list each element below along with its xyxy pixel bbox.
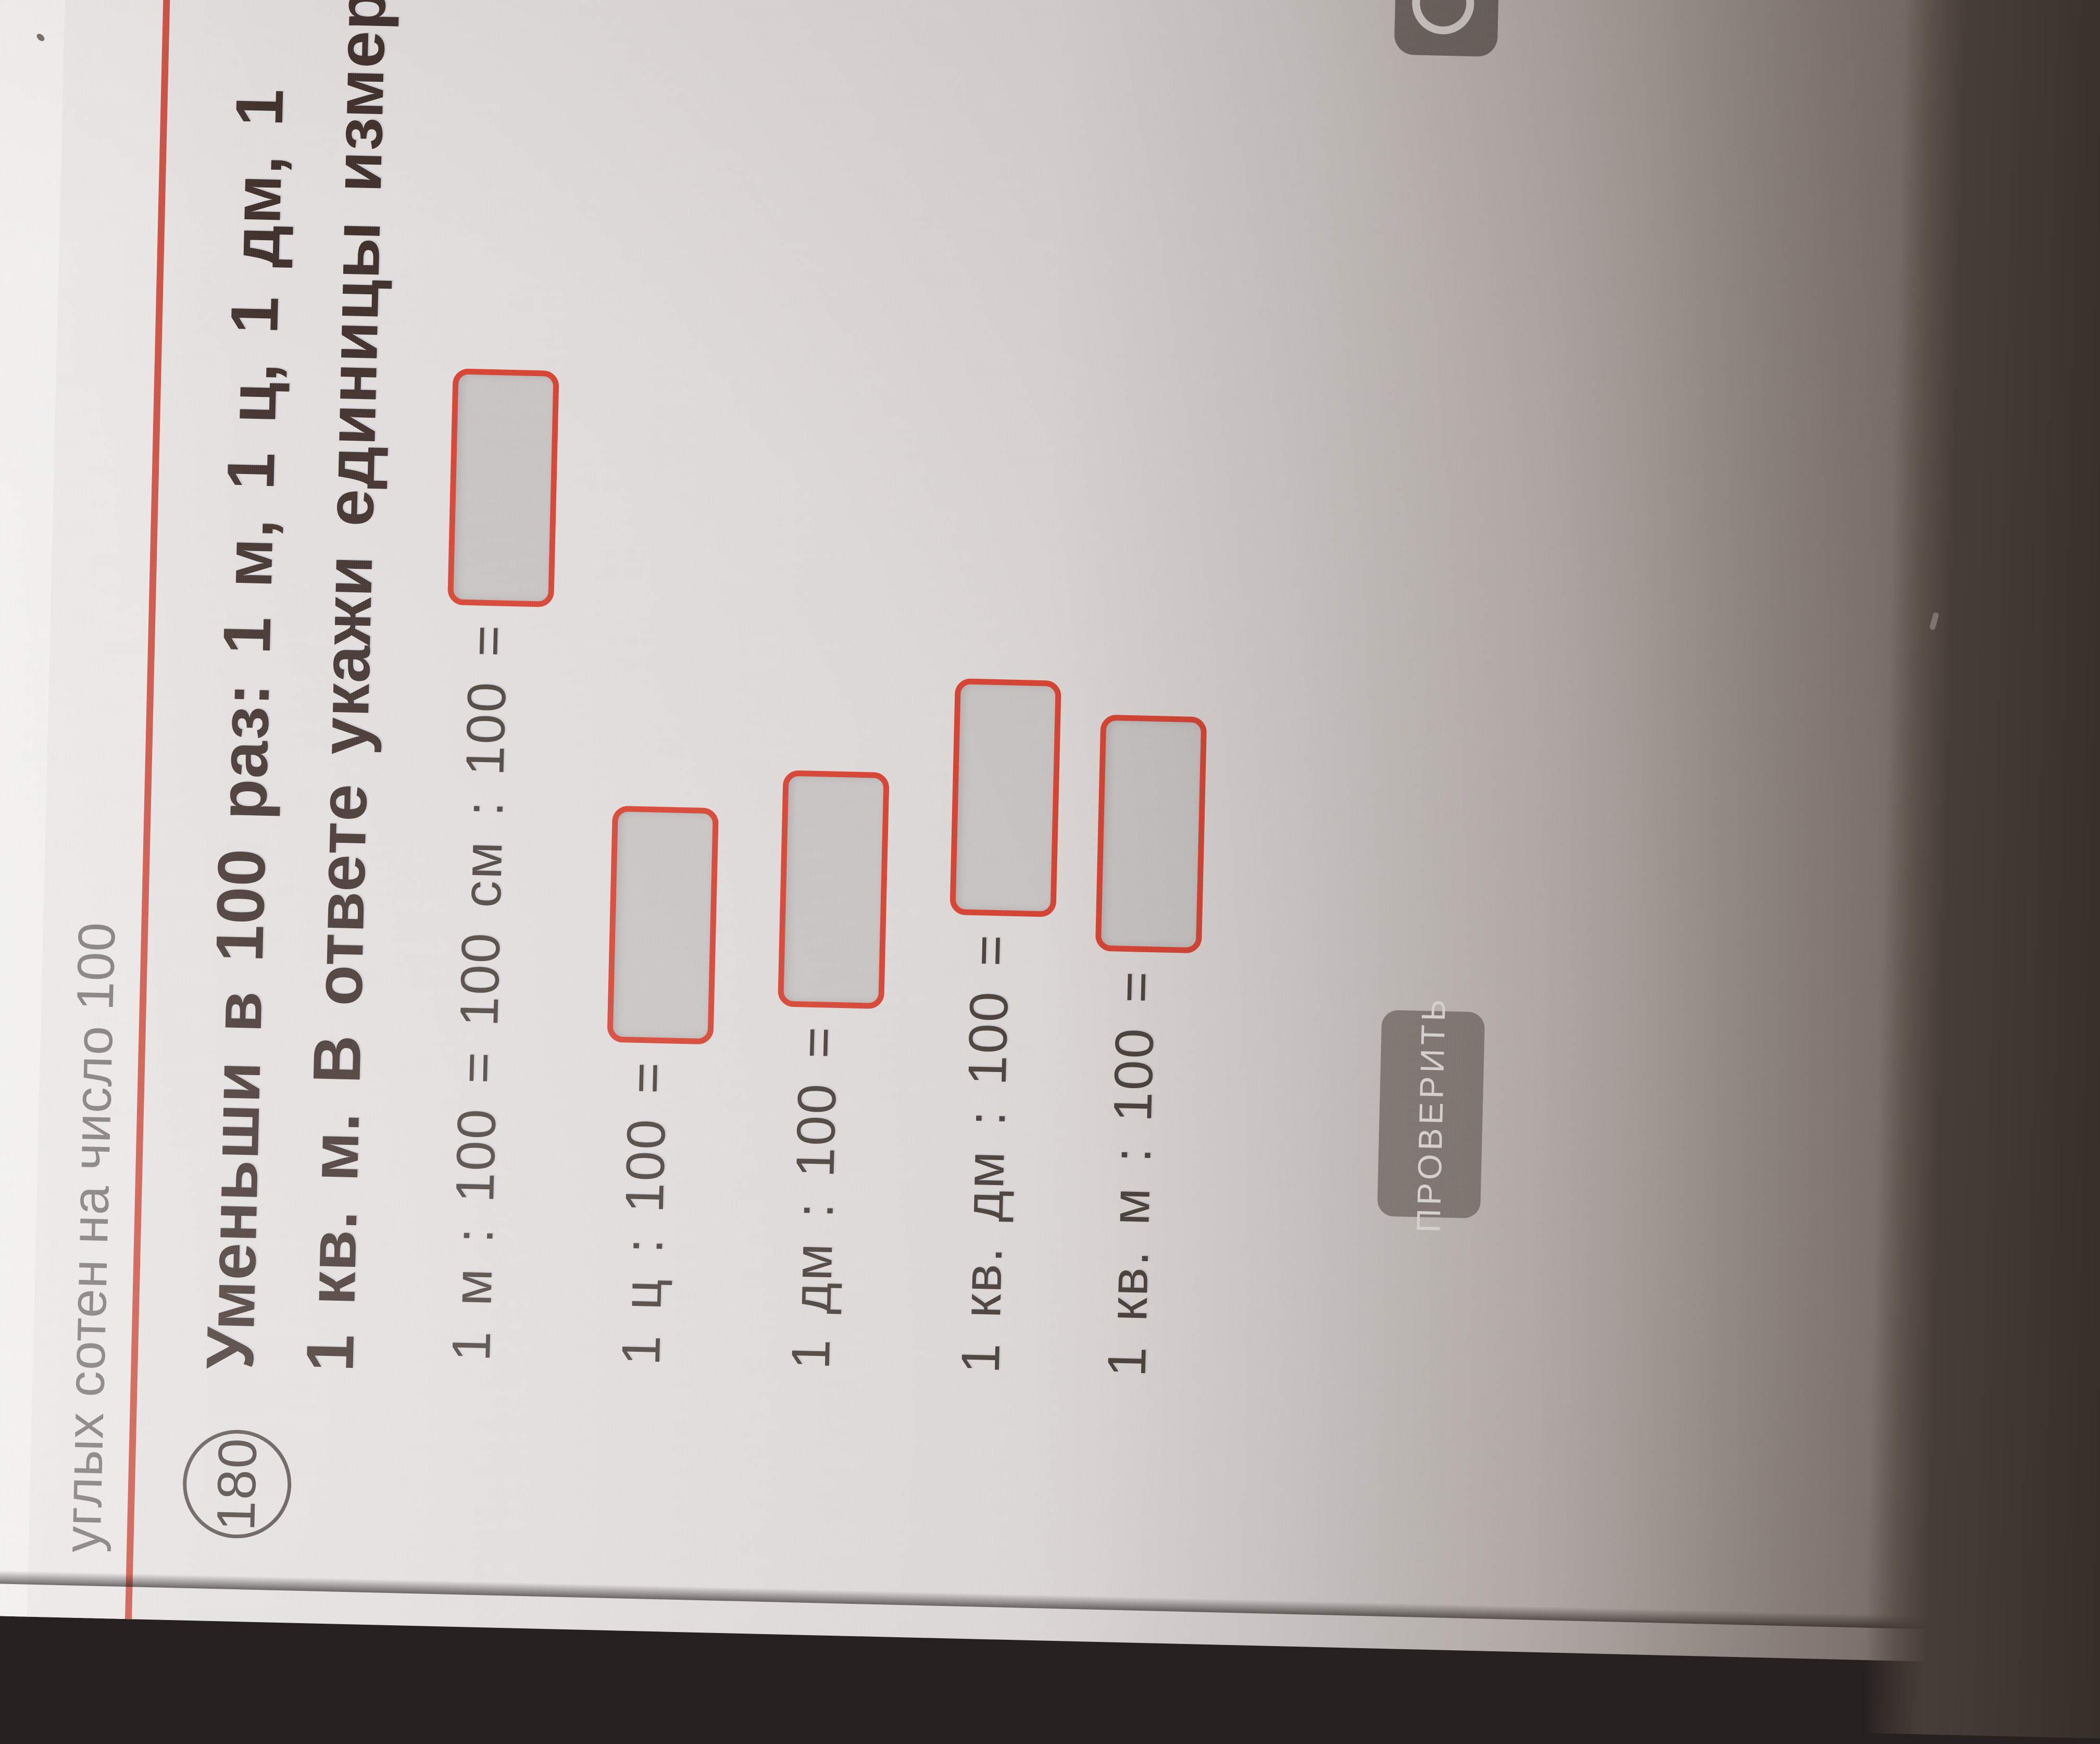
equation-label: 1 м : 100 = 100 см : 100 = (441, 622, 519, 1362)
check-button-label: ПРОВЕРИТЬ (1409, 995, 1453, 1234)
circular-arrow-refresh-icon (1412, 0, 1474, 34)
equation-label: 1 кв. дм : 100 = (950, 932, 1021, 1374)
equation-row: 1 ц : 100 = (556, 371, 749, 1367)
check-button[interactable]: ПРОВЕРИТЬ (1377, 995, 1485, 1233)
task-number: 180 (205, 1436, 268, 1532)
equation-label: 1 ц : 100 = (610, 1060, 679, 1366)
equation-label: 1 дм : 100 = (780, 1024, 849, 1371)
equation-row: 1 дм : 100 = (726, 376, 919, 1372)
answer-input[interactable] (1095, 715, 1207, 954)
equation-row: 1 м : 100 = 100 см : 100 = (386, 368, 580, 1364)
answer-input[interactable] (607, 805, 719, 1045)
equation-list: 1 м : 100 = 100 см : 100 = 1 ц : 100 = 1… (386, 368, 1235, 1379)
task-title: Уменьши в 100 раз: 1 м, 1 ц, 1 дм, 1 1 к… (180, 0, 413, 1373)
answer-input[interactable] (447, 368, 559, 608)
equation-row: 1 кв. м : 100 = (1042, 383, 1235, 1379)
answer-input[interactable] (778, 770, 890, 1010)
equation-label: 1 кв. м : 100 = (1096, 969, 1167, 1378)
answer-input[interactable] (949, 678, 1061, 917)
off-screen-dark-area (1863, 0, 2100, 1744)
refresh-button[interactable] (1394, 0, 1501, 57)
